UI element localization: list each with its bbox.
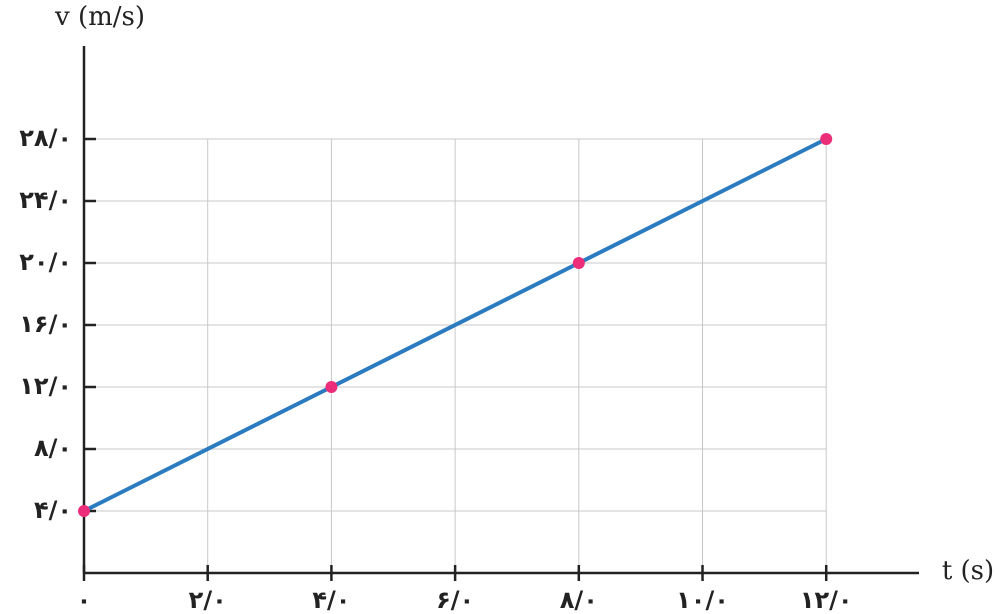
y-axis-title: v (m/s) — [54, 2, 145, 32]
x-tick-label: ۰ — [77, 586, 92, 614]
y-tick-label: ۴/۰ — [34, 496, 72, 524]
y-tick-label: ۲۴/۰ — [19, 186, 72, 214]
data-point — [325, 381, 338, 393]
x-tick-label: ۱۲/۰ — [800, 586, 853, 614]
y-tick-label: ۲۰/۰ — [19, 248, 72, 276]
y-tick-label: ۱۶/۰ — [19, 310, 72, 338]
y-tick-label: ۸/۰ — [34, 434, 72, 462]
data-point — [78, 505, 90, 517]
y-tick-label: ۱۲/۰ — [19, 372, 72, 400]
x-tick-label: ۱۰/۰ — [676, 586, 729, 614]
data-point — [572, 257, 585, 269]
x-tick-label: ۶/۰ — [436, 586, 474, 614]
x-tick-label: ۴/۰ — [312, 586, 350, 614]
y-tick-label: ۲۸/۰ — [19, 124, 72, 152]
x-tick-label: ۸/۰ — [560, 586, 598, 614]
x-axis-title: t (s) — [942, 556, 994, 586]
data-line — [83, 137, 828, 513]
data-point — [820, 133, 833, 145]
x-tick-label: ۲/۰ — [189, 586, 227, 614]
